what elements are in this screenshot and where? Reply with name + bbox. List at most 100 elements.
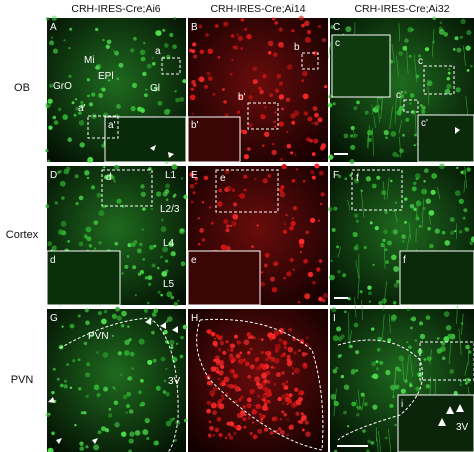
cell — [146, 437, 150, 440]
cell — [432, 16, 436, 20]
cell — [139, 49, 146, 56]
cell — [303, 258, 308, 264]
cell — [441, 356, 446, 361]
cell — [52, 115, 57, 120]
cell — [304, 293, 311, 300]
cell — [95, 27, 99, 32]
panel-letter: C — [333, 22, 340, 33]
cell — [290, 220, 296, 227]
cell — [209, 425, 214, 431]
cell — [97, 311, 102, 316]
cell — [367, 285, 372, 290]
cells — [45, 15, 474, 452]
cell — [279, 191, 286, 198]
cell — [58, 229, 64, 235]
cell — [408, 54, 412, 58]
cell — [344, 310, 347, 314]
cell — [249, 388, 255, 395]
cell — [252, 79, 258, 85]
cell — [226, 348, 230, 351]
fiber — [460, 313, 464, 335]
cell — [146, 63, 152, 69]
cell — [207, 329, 212, 334]
cell — [233, 45, 238, 50]
cell — [244, 361, 250, 367]
cell — [63, 168, 70, 175]
cell — [303, 111, 308, 116]
cell — [276, 73, 282, 79]
cell — [78, 387, 82, 391]
cell — [74, 424, 77, 427]
row-label: PVN — [11, 374, 34, 386]
cell — [306, 29, 312, 35]
cell — [466, 167, 471, 172]
cell — [110, 175, 116, 181]
cell — [460, 18, 466, 25]
cell — [184, 418, 188, 423]
cell — [295, 168, 298, 171]
cell — [454, 36, 459, 41]
cell — [47, 447, 54, 452]
cell — [441, 230, 446, 235]
cell — [240, 411, 246, 417]
cell — [443, 311, 450, 317]
cell — [286, 354, 291, 359]
cell — [287, 346, 294, 353]
cell — [225, 228, 230, 233]
cell — [458, 198, 464, 204]
cell — [68, 46, 71, 50]
cell — [250, 335, 254, 339]
cell — [124, 264, 129, 269]
cell — [366, 449, 370, 452]
cell — [421, 105, 426, 110]
fiber — [405, 45, 409, 75]
label: GrO — [53, 81, 72, 92]
cell — [242, 417, 247, 422]
cell — [349, 159, 355, 164]
cell — [246, 34, 252, 40]
cell — [430, 189, 436, 195]
cell — [218, 403, 225, 410]
cell — [329, 274, 335, 281]
cell — [402, 240, 405, 243]
inset — [417, 114, 474, 163]
label: c — [418, 56, 423, 67]
cell — [108, 79, 111, 82]
fiber — [361, 396, 365, 412]
cell — [166, 291, 173, 298]
cell — [291, 120, 296, 125]
cell — [270, 276, 275, 282]
cell — [351, 401, 357, 407]
cell — [423, 358, 427, 361]
cell — [267, 40, 274, 47]
column-header: CRH-IRES-Cre;Ai14 — [210, 3, 305, 15]
fiber — [360, 188, 365, 218]
cell — [197, 242, 201, 246]
label: PVN — [88, 331, 109, 342]
cell — [52, 48, 59, 54]
cell — [372, 373, 378, 379]
annotations: CRH-IRES-Cre;Ai6 CRH-IRES-Cre;Ai14 CRH-I… — [6, 3, 474, 452]
fiber — [356, 399, 359, 411]
fiber — [431, 28, 435, 57]
fiber — [409, 353, 413, 377]
cell — [103, 309, 108, 314]
cell — [201, 238, 206, 242]
cell — [260, 114, 266, 120]
cell — [127, 325, 130, 328]
cell — [258, 86, 262, 91]
cell — [252, 409, 258, 415]
cell — [295, 399, 302, 406]
cell — [113, 400, 119, 406]
fiber — [347, 199, 351, 211]
label: 3V — [168, 376, 181, 387]
cell — [153, 308, 158, 314]
cell — [68, 74, 72, 78]
cell — [122, 394, 128, 400]
cell — [459, 35, 463, 39]
cell — [321, 298, 326, 303]
cell — [180, 335, 184, 340]
inset-label: b' — [191, 120, 199, 131]
cell — [425, 198, 431, 204]
cell — [298, 238, 305, 245]
